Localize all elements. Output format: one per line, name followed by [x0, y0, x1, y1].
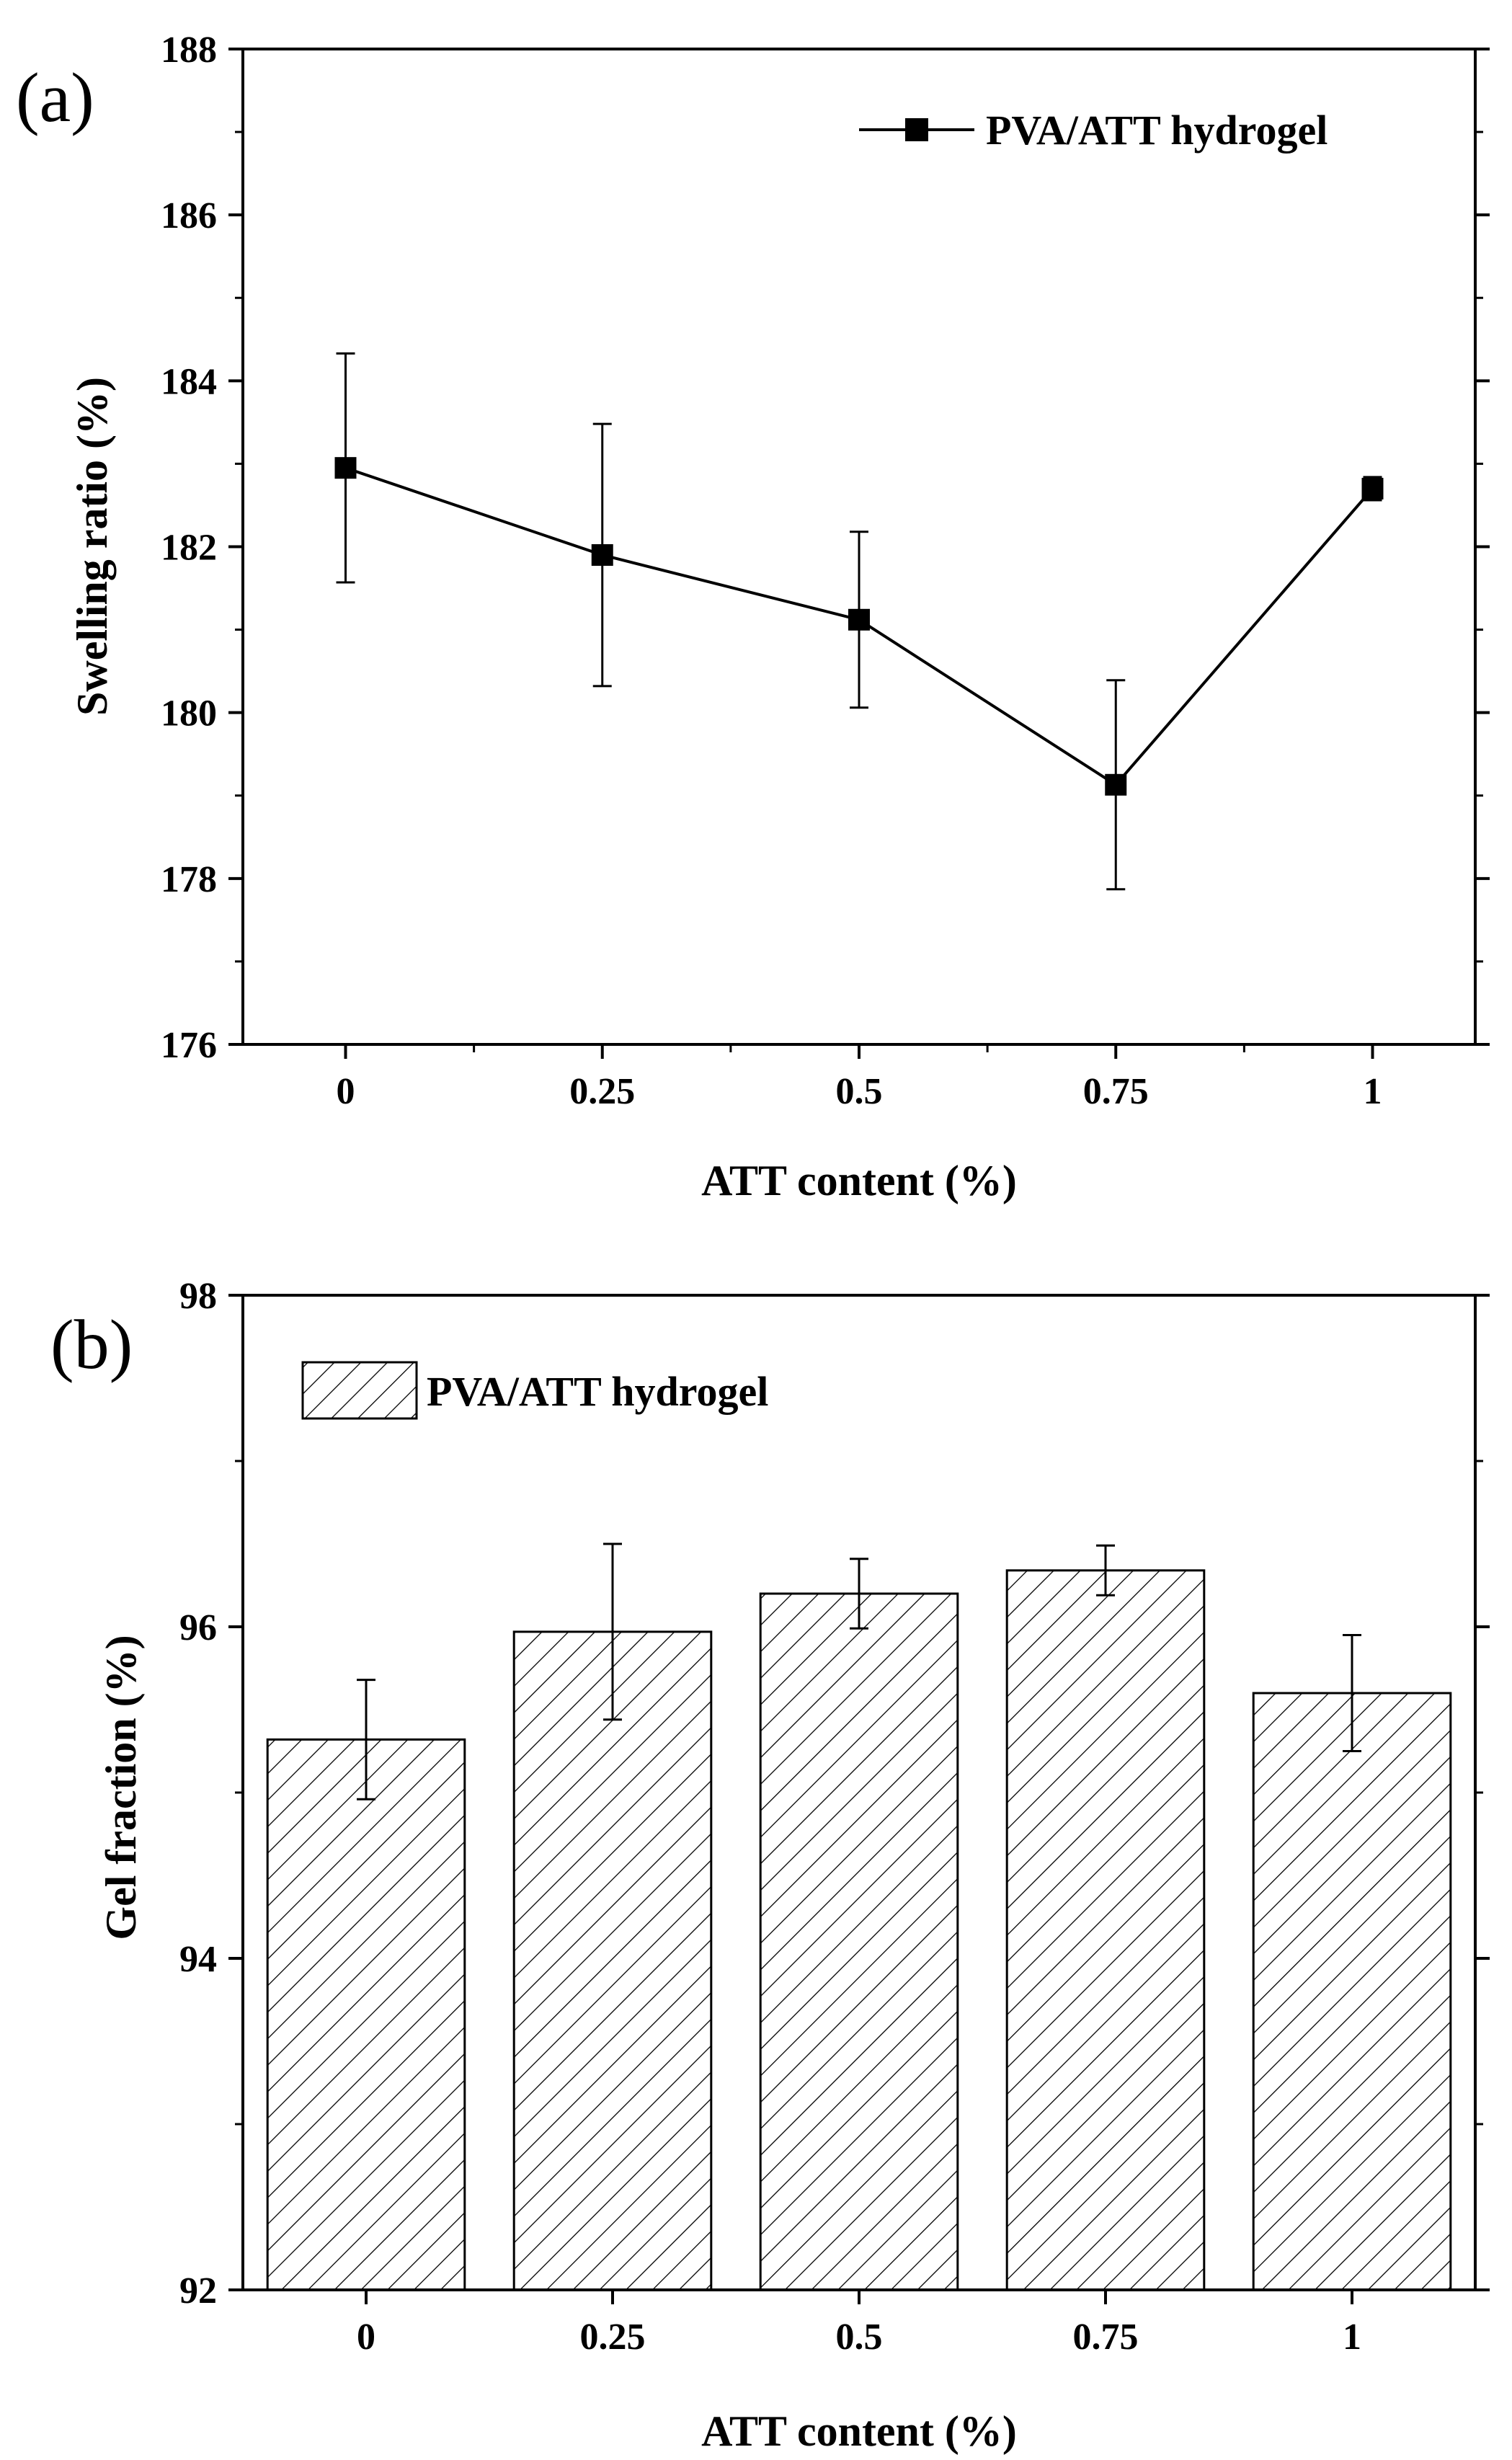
panel-label-b: (b) — [50, 1306, 133, 1384]
y-tick-label-b: 92 — [179, 2270, 217, 2312]
y-tick-label-a: 188 — [161, 30, 217, 71]
axis-ticks-a — [228, 48, 1490, 1059]
legend-a: PVA/ATT hydrogel — [859, 107, 1328, 154]
y-tick-label-b: 98 — [179, 1276, 217, 1317]
x-tick-label-a: 0.75 — [1083, 1071, 1149, 1112]
data-point-a — [591, 544, 613, 567]
x-tick-label-a: 1 — [1364, 1071, 1382, 1112]
legend-b: PVA/ATT hydrogel — [301, 1361, 768, 1420]
series-b — [266, 1542, 1452, 2291]
panel-label-a: (a) — [16, 59, 94, 137]
x-tick-label-a: 0 — [337, 1071, 355, 1112]
x-tick-label-b: 1 — [1343, 2317, 1361, 2358]
data-point-a — [1361, 477, 1384, 499]
x-axis-label-a: ATT content (%) — [701, 1157, 1017, 1204]
y-tick-labels-a: 176 178 180 182 184 186 188 — [161, 30, 217, 1066]
y-tick-label-a: 182 — [161, 528, 217, 569]
chart-panel-b: (b) 92 94 96 98 0 0.25 0.5 0.75 1 Gel fraction … — [50, 1276, 1490, 2455]
y-axis-label-a: Swelling ratio (%) — [68, 377, 116, 716]
legend-swatch-b — [301, 1361, 418, 1420]
x-tick-label-b: 0.75 — [1073, 2317, 1139, 2358]
bar-b — [1252, 1692, 1452, 2291]
y-tick-label-a: 186 — [161, 195, 217, 236]
y-tick-label-a: 184 — [161, 361, 217, 402]
y-tick-label-a: 176 — [161, 1025, 217, 1066]
series-a — [334, 352, 1384, 891]
x-tick-label-b: 0 — [357, 2317, 375, 2358]
bar-b — [759, 1592, 959, 2291]
legend-label-b: PVA/ATT hydrogel — [427, 1368, 768, 1415]
bar-b — [1005, 1569, 1206, 2291]
y-tick-labels-b: 92 94 96 98 — [179, 1276, 217, 2312]
data-point-a — [848, 608, 870, 631]
y-tick-label-a: 178 — [161, 859, 217, 900]
x-tick-label-b: 0.5 — [836, 2317, 883, 2358]
x-tick-label-a: 0.5 — [836, 1071, 883, 1112]
data-point-a — [334, 457, 357, 479]
bar-b — [266, 1738, 466, 2291]
axis-ticks-b — [228, 1294, 1490, 2304]
x-tick-label-b: 0.25 — [580, 2317, 646, 2358]
data-point-a — [1105, 773, 1127, 796]
x-tick-labels-a: 0 0.25 0.5 0.75 1 — [337, 1071, 1382, 1112]
bar-b — [512, 1630, 713, 2291]
x-tick-labels-b: 0 0.25 0.5 0.75 1 — [357, 2317, 1361, 2358]
y-tick-label-b: 96 — [179, 1607, 217, 1648]
x-axis-label-b: ATT content (%) — [701, 2407, 1017, 2455]
y-tick-label-b: 94 — [179, 1939, 217, 1980]
y-tick-label-a: 180 — [161, 693, 217, 734]
x-tick-label-a: 0.25 — [569, 1071, 635, 1112]
legend-label-a: PVA/ATT hydrogel — [986, 107, 1328, 154]
y-axis-label-b: Gel fraction (%) — [97, 1635, 145, 1940]
legend-marker-a — [905, 118, 928, 141]
